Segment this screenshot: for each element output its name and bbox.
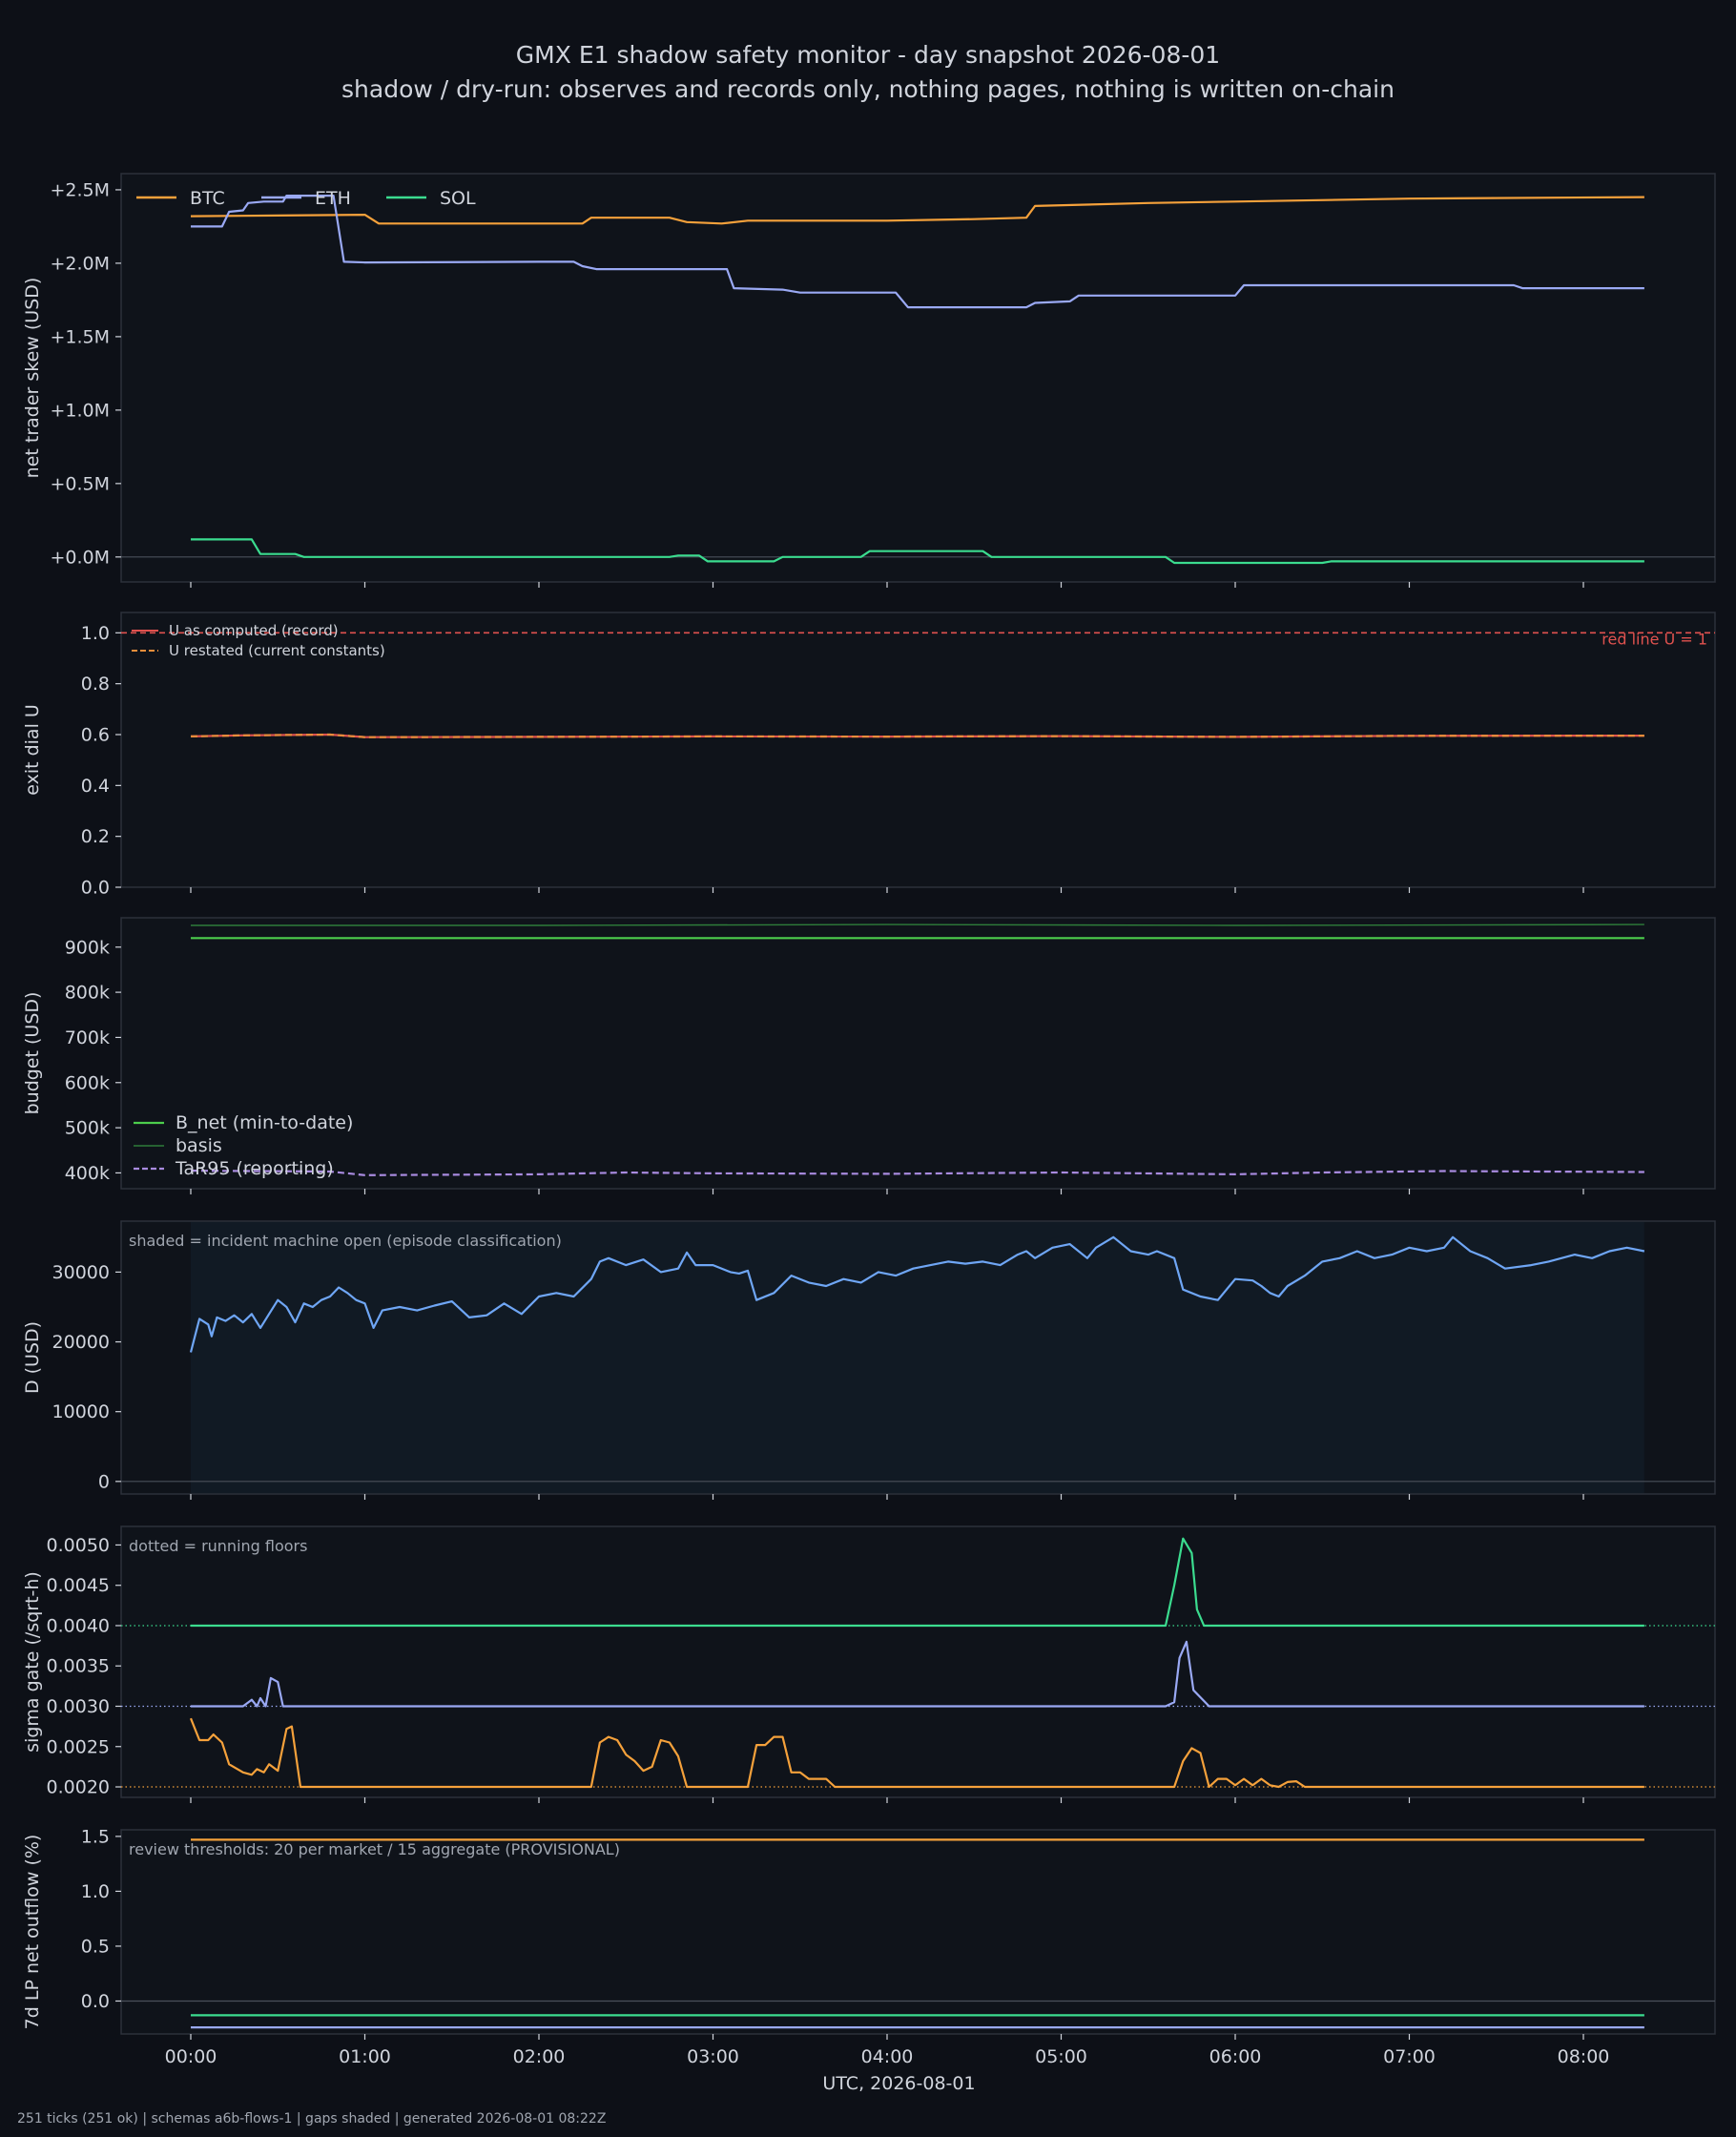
series-line-btc [189, 1717, 1644, 1789]
legend-label: ETH [315, 188, 351, 209]
y-axis-label: exit dial U [22, 704, 43, 796]
y-tick-label: 1.0 [81, 1881, 110, 1902]
y-tick-label: +2.5M [50, 179, 110, 200]
legend-label: U as computed (record) [169, 622, 339, 639]
x-tick-label: 06:00 [1209, 2046, 1262, 2067]
y-tick-label: 600k [65, 1072, 110, 1093]
series-line-sol [191, 1537, 1644, 1628]
y-tick-label: 0.0050 [47, 1535, 110, 1556]
panel-lp: 0.0 0.5 1.0 1.5 7d LP net outflow (%) review … [22, 1826, 1716, 2094]
panel-exit: red line U = 1 0.0 0.2 0.4 0.6 0.8 1.0 exit dia… [22, 612, 1716, 899]
series-line-eth [191, 1640, 1644, 1708]
series-line-eth [191, 195, 1644, 309]
y-axis-label: D (USD) [22, 1321, 43, 1394]
legend-label: TaR95 (reporting) [175, 1158, 334, 1179]
x-tick-label: 08:00 [1558, 2046, 1610, 2067]
y-tick-label: 0.0030 [47, 1696, 110, 1717]
y-tick-label: 400k [65, 1163, 110, 1184]
x-tick-label: 00:00 [165, 2046, 217, 2067]
y-tick-label: 10000 [52, 1401, 110, 1422]
panel-sigma: 0.0020 0.0025 0.0030 0.0035 0.0040 0.0045 0.00… [22, 1525, 1716, 1803]
y-tick-label: 0.5 [81, 1936, 110, 1957]
y-tick-label: +1.0M [50, 400, 110, 421]
y-axis-label: 7d LP net outflow (%) [22, 1835, 43, 2030]
x-tick-label: 05:00 [1035, 2046, 1087, 2067]
legend-label: SOL [440, 188, 476, 209]
legend-label: U restated (current constants) [169, 642, 385, 659]
x-tick-label: 03:00 [687, 2046, 739, 2067]
y-tick-label: 900k [65, 937, 110, 958]
y-tick-label: 0.0035 [47, 1656, 110, 1677]
legend-label: B_net (min-to-date) [176, 1112, 353, 1133]
x-tick-label: 07:00 [1383, 2046, 1436, 2067]
y-tick-label: 20000 [52, 1332, 110, 1353]
y-tick-label: +0.5M [50, 473, 110, 494]
series-line-u [190, 733, 1644, 738]
title-line-1: GMX E1 shadow safety monitor - day snaps… [515, 41, 1221, 69]
series-line-tar95 [190, 1170, 1644, 1176]
panel-annotation: shaded = incident machine open (episode … [129, 1232, 562, 1250]
series-line-d [189, 1235, 1645, 1353]
y-tick-label: 0.0020 [47, 1777, 110, 1798]
panel-frame [120, 612, 1716, 888]
incident-shade [191, 1222, 1644, 1493]
series-line-sol [191, 538, 1644, 565]
title-line-2: shadow / dry-run: observes and records o… [341, 75, 1395, 103]
panel-frame [120, 173, 1716, 583]
legend-label: BTC [190, 188, 225, 209]
panel-D: 0 10000 20000 30000 D (USD) shaded = incident… [22, 1220, 1716, 1500]
series-line-basis [191, 923, 1644, 926]
y-tick-label: 800k [65, 983, 110, 1004]
y-tick-label: 1.5 [81, 1826, 110, 1847]
panel-budget: 400k 500k 600k 700k 800k 900k budget (USD) B_ne… [22, 917, 1716, 1194]
y-tick-label: +0.0M [50, 547, 110, 568]
y-tick-label: 0.0045 [47, 1575, 110, 1596]
x-tick-label: 04:00 [861, 2046, 914, 2067]
chart-title: GMX E1 shadow safety monitor - day snaps… [0, 38, 1736, 107]
series-line-btc [190, 196, 1644, 225]
y-tick-label: +2.0M [50, 253, 110, 274]
panel-frame [120, 1829, 1716, 2035]
y-tick-label: 0.6 [81, 725, 110, 746]
legend-label: basis [176, 1135, 222, 1156]
y-tick-label: +1.5M [50, 326, 110, 347]
y-tick-label: 700k [65, 1027, 110, 1048]
x-axis-label: UTC, 2026-08-01 [822, 2073, 975, 2094]
footer-status: 251 ticks (251 ok) | schemas a6b-flows-1… [17, 2111, 607, 2127]
y-tick-label: 0.4 [81, 776, 110, 797]
y-tick-label: 0 [98, 1471, 110, 1492]
y-axis-label: budget (USD) [22, 992, 43, 1115]
panel-annotation: dotted = running floors [129, 1537, 307, 1555]
red-line-label: red line U = 1 [1602, 630, 1707, 648]
y-tick-label: 500k [65, 1118, 110, 1139]
panel-frame [120, 1525, 1716, 1798]
y-axis-label: sigma gate (/sqrt-h) [22, 1571, 43, 1753]
y-tick-label: 1.0 [81, 623, 110, 644]
y-tick-label: 0.0040 [47, 1615, 110, 1636]
y-tick-label: 0.8 [81, 674, 110, 695]
x-tick-label: 01:00 [339, 2046, 391, 2067]
y-tick-label: 0.0 [81, 1991, 110, 2012]
x-tick-label: 02:00 [513, 2046, 566, 2067]
y-tick-label: 30000 [52, 1262, 110, 1283]
panel-frame [120, 917, 1716, 1190]
y-tick-label: 0.0025 [47, 1736, 110, 1757]
y-tick-label: 0.2 [81, 826, 110, 847]
panel-skew: +0.0M +0.5M +1.0M +1.5M +2.0M +2.5M net trader… [22, 173, 1716, 588]
y-axis-label: net trader skew (USD) [22, 278, 43, 479]
y-tick-label: 0.0 [81, 878, 110, 899]
panel-annotation: review thresholds: 20 per market / 15 ag… [129, 1840, 620, 1858]
